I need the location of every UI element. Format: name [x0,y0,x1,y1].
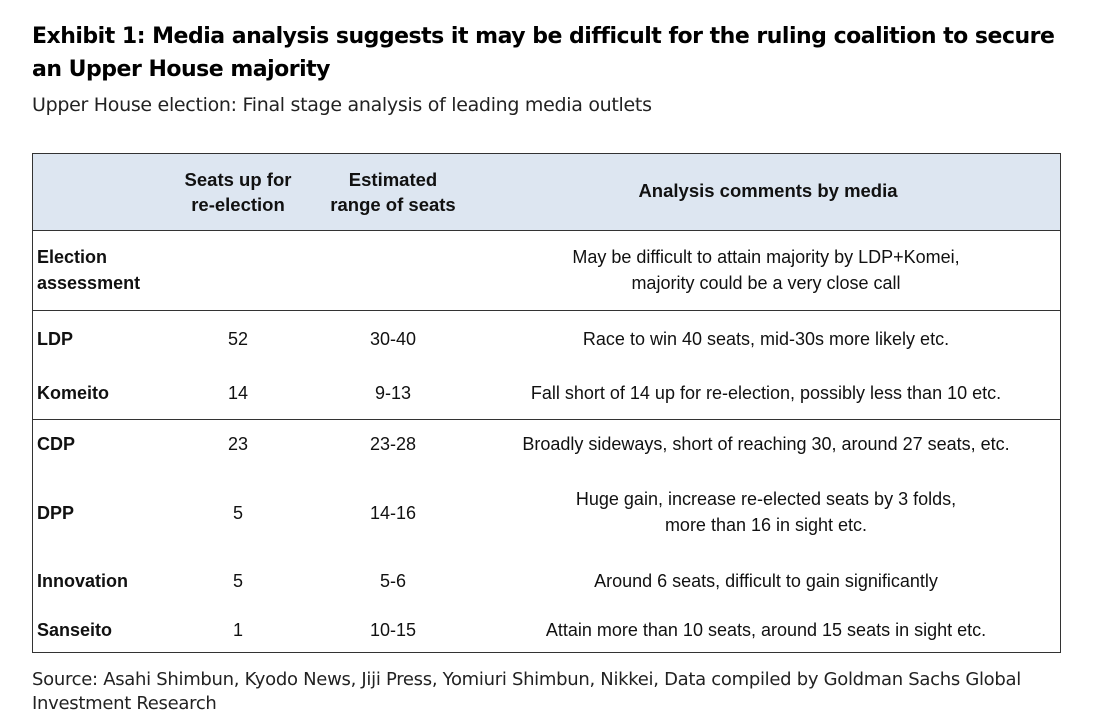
party-name: CDP [37,434,76,454]
party-name: DPP [37,503,75,523]
assessment-label: Election assessment [37,244,140,296]
estimated-range-value: 5-6 [379,571,406,591]
header-range-line2: range of seats [330,194,456,215]
seats-up-value: 14 [227,383,249,403]
media-comment-line1: Huge gain, increase re-elected seats by … [575,489,957,509]
header-seats-line2: re-election [191,194,285,215]
exhibit-title: Exhibit 1: Media analysis suggests it ma… [32,24,1055,82]
media-comment: Broadly sideways, short of reaching 30, … [522,434,1010,454]
assessment-comment-line1: May be difficult to attain majority by L… [572,247,960,267]
party-name: Sanseito [37,620,113,640]
row-divider [33,310,1060,311]
party-name: Komeito [37,383,109,403]
table-header: Seats up for re-election Estimated range… [33,154,1060,231]
media-comment: Around 6 seats, difficult to gain signif… [594,571,938,591]
source-note: Source: Asahi Shimbun, Kyodo News, Jiji … [32,669,1021,714]
party-name: LDP [37,329,73,349]
header-range-line1: Estimated [348,169,438,190]
assessment-comment: May be difficult to attain majority by L… [473,244,1059,296]
header-analysis-comments: Analysis comments by media [638,180,898,201]
estimated-range-value: 14-16 [369,503,417,523]
header-estimated-range: Estimated range of seats [318,167,468,217]
media-comment: Huge gain, increase re-elected seats by … [473,486,1059,538]
estimated-range-value: 30-40 [369,329,417,349]
seats-up-value: 23 [227,434,249,454]
media-comment: Race to win 40 seats, mid-30s more likel… [582,329,950,349]
estimated-range-value: 9-13 [374,383,412,403]
seats-up-value: 5 [232,503,243,523]
media-analysis-table: Seats up for re-election Estimated range… [32,153,1061,653]
exhibit-subtitle: Upper House election: Final stage analys… [32,94,652,116]
header-seats-line1: Seats up for [184,169,292,190]
header-seats-up: Seats up for re-election [173,167,303,217]
party-name: Innovation [37,571,128,591]
assessment-label-line2: assessment [37,273,141,293]
row-divider [33,419,1060,420]
media-comment: Attain more than 10 seats, around 15 sea… [545,620,987,640]
estimated-range-value: 10-15 [369,620,417,640]
media-comment: Fall short of 14 up for re-election, pos… [530,383,1002,403]
media-comment-line2: more than 16 in sight etc. [664,515,868,535]
assessment-label-line1: Election [37,247,108,267]
seats-up-value: 52 [227,329,249,349]
assessment-comment-line2: majority could be a very close call [631,273,901,293]
estimated-range-value: 23-28 [369,434,417,454]
seats-up-value: 1 [232,620,243,640]
seats-up-value: 5 [232,571,243,591]
